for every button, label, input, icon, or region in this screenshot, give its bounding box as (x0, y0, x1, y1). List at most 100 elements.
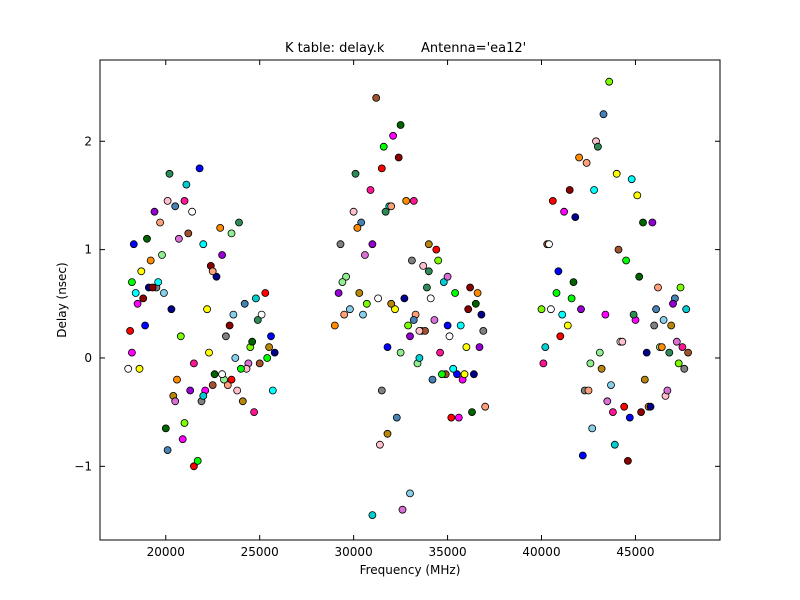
data-point (424, 240, 433, 249)
data-point (620, 402, 629, 411)
data-point (203, 305, 212, 314)
data-point (161, 424, 170, 433)
data-point (381, 207, 390, 216)
data-point (261, 289, 270, 297)
data-point (669, 299, 677, 308)
data-point (195, 164, 204, 173)
data-point (360, 251, 369, 259)
data-point (642, 348, 651, 357)
data-point (545, 240, 553, 249)
data-point (682, 305, 691, 314)
data-point (473, 289, 482, 297)
data-point (171, 202, 180, 211)
data-point (567, 294, 576, 303)
data-point (667, 321, 676, 330)
data-point (402, 196, 411, 205)
data-point (409, 196, 418, 205)
data-point (569, 278, 578, 287)
data-point (158, 251, 166, 259)
data-point (353, 223, 362, 232)
data-point (233, 386, 242, 395)
data-point (176, 332, 185, 341)
data-point (188, 207, 197, 216)
data-point (436, 348, 445, 357)
data-point (225, 321, 234, 330)
data-point (454, 413, 463, 422)
x-tick-label: 40000 (522, 545, 560, 559)
data-point (340, 310, 349, 319)
data-point (236, 364, 245, 373)
data-point (635, 272, 644, 281)
data-point (678, 343, 687, 352)
data-point (684, 348, 692, 357)
data-point (432, 245, 441, 254)
data-point (657, 343, 666, 352)
data-point (372, 94, 381, 102)
x-axis-ticks: 20000 25000 30000 35000 40000 45000 (147, 60, 655, 559)
data-point (599, 110, 608, 119)
plot-area (99, 59, 721, 541)
y-axis-ticks: −1 0 1 2 (74, 134, 720, 473)
data-point (586, 359, 595, 368)
data-point (270, 348, 279, 357)
data-point (406, 332, 414, 341)
data-point (374, 294, 383, 303)
data-point (430, 316, 439, 324)
x-tick-label: 20000 (147, 545, 185, 559)
data-point (637, 408, 645, 417)
data-point (398, 505, 407, 514)
data-point (227, 375, 236, 384)
data-point (665, 348, 674, 357)
data-point (184, 229, 193, 238)
data-point (180, 419, 189, 427)
data-point (345, 305, 354, 314)
data-point (253, 316, 262, 324)
data-point (235, 218, 243, 227)
data-point (590, 186, 598, 194)
data-point (552, 289, 561, 297)
data-point (563, 321, 572, 330)
data-point (415, 354, 424, 362)
data-point (548, 196, 557, 205)
data-point (603, 397, 612, 406)
data-point (342, 272, 351, 281)
data-point (426, 294, 435, 303)
data-point (460, 370, 469, 379)
data-point (199, 240, 208, 249)
data-point (443, 272, 452, 281)
data-point (265, 343, 274, 352)
data-point (419, 261, 428, 270)
y-tick-label: 0 (84, 351, 92, 365)
data-point (659, 316, 668, 324)
data-point (627, 175, 636, 184)
data-point (400, 294, 409, 303)
data-point (377, 386, 386, 395)
data-point (355, 289, 364, 297)
data-point (379, 142, 388, 151)
data-point (387, 202, 396, 211)
data-point (612, 169, 621, 178)
data-point (257, 310, 266, 319)
data-point (349, 207, 358, 216)
data-point (377, 164, 386, 173)
data-point (210, 370, 219, 379)
data-point (182, 180, 191, 189)
data-point (577, 305, 585, 314)
data-point (633, 191, 642, 200)
data-point (428, 375, 437, 384)
data-point (479, 326, 488, 335)
data-point (383, 343, 392, 352)
data-point (445, 332, 454, 341)
data-point (409, 316, 418, 324)
data-point (141, 321, 150, 330)
data-point (124, 364, 133, 373)
data-point (471, 299, 480, 308)
data-point (571, 213, 580, 222)
data-point (137, 267, 146, 276)
y-tick-label: 2 (84, 134, 92, 148)
data-point (366, 186, 375, 194)
data-point (208, 267, 217, 276)
data-point (139, 294, 148, 303)
data-point (468, 408, 476, 417)
data-point (415, 326, 424, 335)
